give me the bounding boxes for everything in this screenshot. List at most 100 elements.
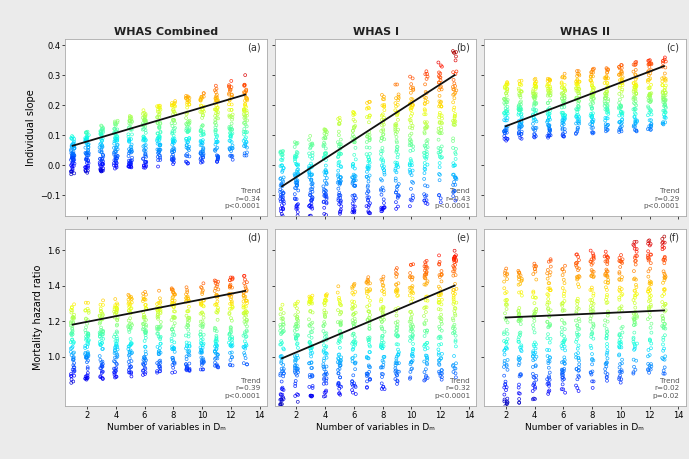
Point: [153, 146, 164, 153]
Point: [291, 161, 302, 168]
Point: [407, 101, 418, 108]
Point: [65, 147, 76, 155]
Point: [349, 192, 360, 199]
Point: [66, 352, 77, 359]
Point: [630, 90, 641, 98]
Point: [602, 268, 613, 275]
Point: [544, 258, 555, 265]
Point: [110, 153, 121, 160]
Point: [404, 162, 415, 169]
Point: [601, 332, 613, 339]
Point: [530, 83, 541, 90]
Point: [226, 298, 237, 305]
Point: [645, 75, 656, 82]
Point: [379, 135, 390, 143]
Point: [335, 198, 346, 205]
Point: [96, 141, 107, 149]
Point: [67, 159, 78, 167]
Point: [543, 379, 554, 386]
Point: [615, 123, 626, 131]
Point: [276, 368, 287, 375]
Point: [571, 365, 582, 373]
Point: [112, 361, 123, 368]
Point: [152, 359, 163, 367]
Point: [196, 141, 207, 148]
Point: [307, 373, 318, 380]
Point: [304, 293, 315, 300]
Point: [209, 119, 220, 127]
Point: [629, 238, 640, 246]
Point: [291, 326, 302, 333]
Text: (b): (b): [456, 43, 470, 53]
Point: [450, 181, 461, 189]
Point: [335, 321, 346, 328]
Point: [573, 367, 584, 374]
Point: [333, 171, 344, 178]
Point: [124, 302, 135, 309]
Point: [544, 76, 555, 83]
Point: [167, 331, 178, 338]
Point: [110, 131, 121, 138]
Point: [227, 152, 238, 160]
Point: [138, 164, 150, 171]
Point: [155, 359, 166, 366]
Point: [81, 164, 92, 171]
Point: [292, 340, 303, 347]
Point: [588, 274, 599, 281]
Point: [515, 371, 526, 378]
Point: [306, 345, 317, 352]
Point: [293, 317, 304, 324]
Point: [515, 347, 526, 354]
Point: [109, 304, 120, 311]
Point: [448, 323, 459, 330]
Point: [631, 74, 642, 81]
Point: [110, 354, 121, 361]
Point: [182, 308, 193, 315]
Point: [125, 120, 136, 128]
Point: [305, 320, 316, 328]
Point: [69, 364, 80, 371]
Point: [436, 376, 447, 383]
Point: [404, 333, 415, 341]
Point: [335, 391, 346, 398]
Point: [515, 106, 526, 114]
Point: [528, 341, 539, 348]
Point: [239, 150, 250, 157]
Point: [225, 123, 236, 131]
Point: [364, 286, 376, 294]
Point: [153, 313, 164, 320]
Point: [419, 197, 430, 204]
Point: [289, 353, 300, 360]
Point: [138, 290, 149, 297]
Point: [628, 297, 639, 304]
Point: [212, 154, 223, 161]
Point: [169, 137, 181, 145]
Point: [642, 112, 653, 119]
Point: [241, 323, 252, 330]
Point: [513, 311, 524, 318]
Point: [80, 167, 91, 174]
Point: [81, 375, 92, 382]
Point: [96, 148, 107, 156]
Point: [155, 146, 166, 153]
Point: [616, 375, 627, 383]
Point: [278, 178, 289, 185]
Point: [154, 148, 165, 156]
Point: [570, 262, 582, 269]
Point: [182, 123, 193, 131]
Point: [449, 364, 460, 372]
Point: [601, 88, 613, 95]
Point: [378, 361, 389, 369]
Point: [559, 343, 570, 350]
Point: [630, 261, 641, 268]
Point: [363, 338, 374, 346]
Point: [391, 266, 402, 274]
Point: [111, 120, 122, 128]
Point: [212, 158, 223, 165]
Point: [81, 150, 92, 157]
Point: [420, 293, 431, 300]
Point: [448, 368, 459, 375]
Point: [155, 298, 166, 305]
Point: [513, 272, 524, 280]
Point: [350, 194, 361, 202]
